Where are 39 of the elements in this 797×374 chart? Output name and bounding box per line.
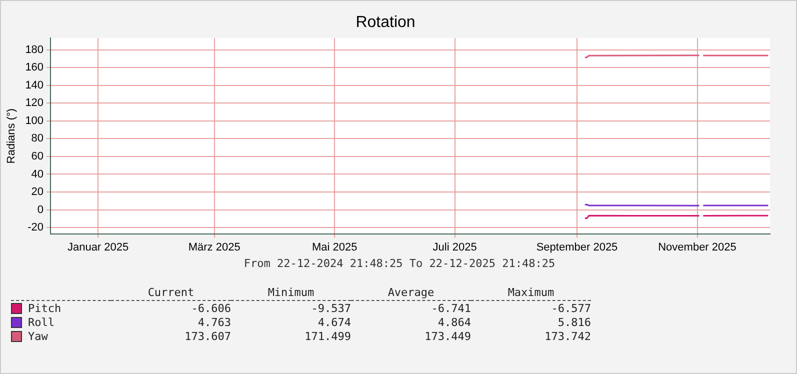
- text: 4.674: [316, 315, 351, 329]
- y-tick-label: -20: [28, 222, 44, 234]
- y-tick-label: 0: [37, 204, 44, 216]
- legend-label: Yaw: [27, 329, 49, 343]
- text: 173.449: [424, 329, 471, 343]
- text: Maximum: [471, 284, 591, 300]
- text: 4.864: [436, 315, 471, 329]
- y-tick-label: 20: [31, 186, 44, 198]
- x-tick-label: März 2025: [188, 241, 240, 254]
- y-tick-label: 180: [25, 44, 44, 56]
- y-tick-label: 100: [25, 114, 44, 127]
- text: 173.742: [544, 329, 591, 343]
- text: 173.607: [184, 329, 231, 343]
- y-tick-label: 160: [25, 62, 44, 74]
- text: -6.606: [190, 300, 231, 315]
- y-tick-label: 40: [31, 168, 44, 180]
- text: Average: [351, 284, 471, 300]
- x-tick-label: Mai 2025: [312, 241, 358, 254]
- text: 5.816: [556, 315, 591, 329]
- text: Minimum: [231, 284, 351, 300]
- text: 171.499: [304, 329, 351, 343]
- text: Current: [111, 284, 231, 300]
- x-tick-label: September 2025: [536, 241, 618, 254]
- y-tick-label: 120: [25, 97, 44, 110]
- x-tick-label: Januar 2025: [67, 241, 129, 254]
- x-tick-label: November 2025: [658, 241, 736, 254]
- legend-label: Roll: [27, 315, 56, 329]
- legend-label: Pitch: [27, 300, 62, 315]
- text: -6.577: [550, 300, 591, 315]
- x-tick-label: Juli 2025: [432, 241, 477, 254]
- text: From 22-12-2024 21:48:25 To 22-12-2025 21:48:25: [242, 257, 556, 270]
- chart-title: Rotation: [356, 14, 416, 32]
- y-tick-label: 80: [31, 132, 44, 145]
- y-tick-label: 140: [25, 79, 44, 92]
- text: 4.763: [196, 315, 231, 329]
- text: -9.537: [310, 300, 351, 315]
- text: -6.741: [430, 300, 471, 315]
- y-tick-label: 60: [31, 150, 44, 162]
- y-axis-title: Radians (°): [6, 108, 18, 164]
